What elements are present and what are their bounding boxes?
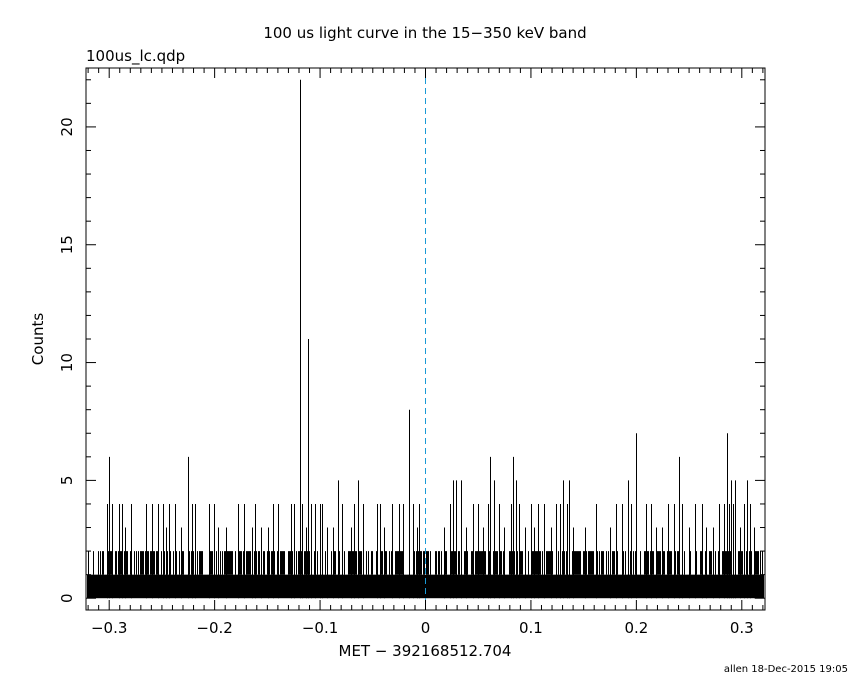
footer-timestamp: allen 18-Dec-2015 19:05 [724,664,848,675]
baseline-band [87,574,764,599]
x-tick-label: 0.3 [730,619,754,637]
x-tick-label: 0.2 [624,619,648,637]
x-tick-label: −0.2 [196,619,232,637]
x-tick-label: 0 [421,619,431,637]
file-name-label: 100us_lc.qdp [86,47,185,66]
chart-title: 100 us light curve in the 15−350 keV ban… [263,24,586,42]
plot-area: −0.3 −0.2 −0.1 0 0.1 0.2 0.3 0 5 10 15 20 [58,67,766,637]
y-tick-label: 5 [58,476,76,486]
y-tick-label: 20 [58,117,76,136]
x-tick-label: −0.3 [91,619,127,637]
x-tick-label: 0.1 [519,619,543,637]
y-tick-label: 10 [58,353,76,372]
x-tick-label: −0.1 [302,619,338,637]
y-tick-label: 0 [58,593,76,603]
y-axis-label: Counts [29,313,47,366]
y-tick-label: 15 [58,235,76,254]
x-axis-label: MET − 392168512.704 [339,642,512,660]
